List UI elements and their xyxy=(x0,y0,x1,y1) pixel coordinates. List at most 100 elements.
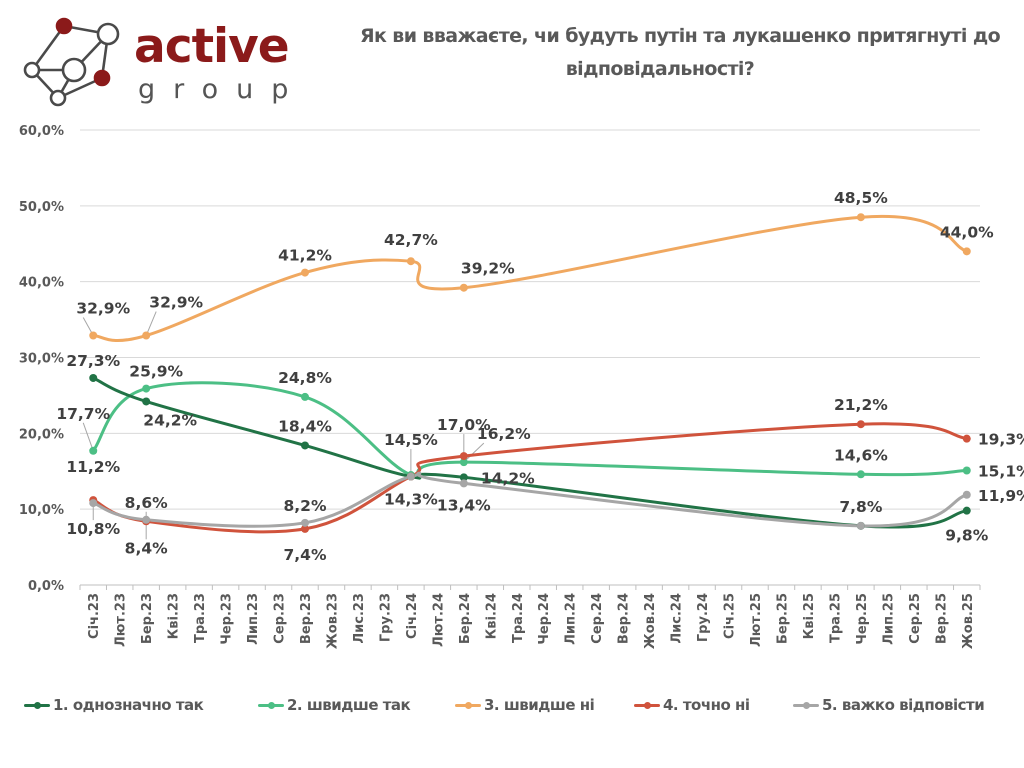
data-point-series-3 xyxy=(962,247,971,256)
data-label-series-3: 32,9% xyxy=(149,294,203,312)
legend-label-series-3: 3. швидше ні xyxy=(484,696,595,714)
data-label-series-4: 21,2% xyxy=(834,396,888,414)
x-tick-label: Бер.24 xyxy=(458,593,473,644)
data-labels: 27,3% 24,2% 18,4% 14,3% 14,2% 9,8% 17,7% 25,9% 2… xyxy=(56,189,1024,564)
data-point-series-5 xyxy=(89,499,98,508)
y-axis-ticks: 0,0% 10,0% 20,0% 30,0% 40,0% 50,0% 60,0% xyxy=(19,124,64,594)
data-point-series-2 xyxy=(856,470,865,479)
data-label-series-1: 24,2% xyxy=(143,411,197,429)
x-tick-label: Тра.23 xyxy=(193,593,208,643)
x-tick-label: Лют.23 xyxy=(114,593,129,647)
data-point-series-3 xyxy=(142,331,151,340)
series-points xyxy=(89,213,971,533)
x-tick-label: Сер.23 xyxy=(273,593,288,644)
data-point-series-5 xyxy=(962,490,971,499)
data-label-series-1: 14,2% xyxy=(481,469,535,487)
x-tick-label: Чер.25 xyxy=(855,593,870,645)
x-tick-label: Тра.25 xyxy=(828,593,843,643)
y-tick-label: 40,0% xyxy=(19,276,64,291)
x-tick-label: Вер.25 xyxy=(934,593,949,644)
legend-item-series-5[interactable]: 5. важко відповісти xyxy=(793,692,985,718)
data-label-series-5: 13,4% xyxy=(437,496,491,514)
x-tick-label: Лип.23 xyxy=(246,593,261,645)
x-tick-label: Лют.25 xyxy=(749,593,764,647)
x-tick-label: Жов.23 xyxy=(325,593,340,649)
data-point-series-1 xyxy=(962,506,971,515)
data-point-series-3 xyxy=(459,283,468,292)
x-tick-label: Чер.24 xyxy=(537,593,552,645)
legend-label-series-2: 2. швидше так xyxy=(287,696,411,714)
y-tick-label: 30,0% xyxy=(19,352,64,367)
x-tick-label: Кві.25 xyxy=(802,593,817,639)
network-icon xyxy=(23,17,120,107)
x-tick-label: Бер.23 xyxy=(140,593,155,644)
data-label-series-1: 14,3% xyxy=(384,491,438,509)
x-tick-label: Сер.24 xyxy=(590,593,605,644)
data-point-series-2 xyxy=(459,458,468,467)
data-label-series-1: 27,3% xyxy=(66,352,120,370)
data-label-series-2: 14,6% xyxy=(834,446,888,464)
data-point-series-5 xyxy=(142,515,151,524)
legend-label-series-5: 5. важко відповісти xyxy=(822,696,985,714)
legend: 1. однозначно так 2. швидше так 3. швидш… xyxy=(0,692,1024,718)
data-label-series-2: 15,1% xyxy=(978,462,1024,480)
data-label-series-2: 24,8% xyxy=(278,369,332,387)
data-point-series-5 xyxy=(406,472,415,481)
data-label-series-1: 18,4% xyxy=(278,417,332,435)
legend-marker-series-1 xyxy=(24,701,50,709)
data-point-series-2 xyxy=(89,446,98,455)
x-tick-label: Січ.23 xyxy=(87,593,102,639)
legend-item-series-2[interactable]: 2. швидше так xyxy=(258,692,411,718)
data-point-series-4 xyxy=(962,434,971,443)
data-point-series-3 xyxy=(856,213,865,222)
data-label-series-2: 25,9% xyxy=(129,363,183,381)
data-point-series-1 xyxy=(142,397,151,406)
label-leader-line xyxy=(145,311,157,336)
data-point-series-4 xyxy=(301,524,309,533)
x-tick-label: Чер.23 xyxy=(220,593,235,645)
data-label-series-5: 10,8% xyxy=(66,520,120,538)
x-tick-label: Лют.24 xyxy=(431,593,446,647)
legend-marker-series-4 xyxy=(634,701,660,709)
chart-title-line-2: відповідальності? xyxy=(565,58,755,80)
data-point-series-2 xyxy=(142,384,151,393)
y-tick-label: 60,0% xyxy=(19,124,64,139)
x-tick-label: Бер.25 xyxy=(775,593,790,644)
y-tick-label: 20,0% xyxy=(19,427,64,442)
data-label-series-3: 41,2% xyxy=(278,247,332,265)
x-axis: Січ.23 Лют.23 Бер.23 Кві.23 Тра.23 Чер.23 Лип.… xyxy=(79,584,981,649)
x-tick-label: Кві.24 xyxy=(484,593,499,639)
data-point-series-1 xyxy=(89,373,98,382)
chart-title: Як ви вважаєте, чи будуть путін та лукаш… xyxy=(300,20,1024,86)
data-label-series-3: 32,9% xyxy=(76,300,130,318)
legend-item-series-4[interactable]: 4. точно ні xyxy=(634,692,750,718)
legend-item-series-1[interactable]: 1. однозначно так xyxy=(24,692,204,718)
x-tick-label: Жов.24 xyxy=(643,593,658,649)
x-tick-label: Січ.25 xyxy=(723,593,738,639)
brand-name-top: active xyxy=(134,19,289,74)
x-tick-label: Жов.25 xyxy=(961,593,976,649)
data-label-series-4: 8,4% xyxy=(125,539,168,557)
x-tick-label: Лис.24 xyxy=(670,593,685,644)
data-point-series-4 xyxy=(856,420,865,429)
data-point-series-1 xyxy=(459,473,468,482)
data-label-series-4: 7,4% xyxy=(284,546,327,564)
legend-label-series-4: 4. точно ні xyxy=(663,696,750,714)
data-point-series-3 xyxy=(406,257,415,266)
x-tick-label: Лис.23 xyxy=(352,593,367,644)
data-label-series-2: 16,2% xyxy=(477,425,531,443)
data-label-series-5: 7,8% xyxy=(839,498,882,516)
data-label-series-5: 11,9% xyxy=(978,487,1024,505)
legend-item-series-3[interactable]: 3. швидше ні xyxy=(455,692,595,718)
x-tick-label: Січ.24 xyxy=(405,593,420,639)
data-label-series-4: 19,3% xyxy=(978,431,1024,449)
data-label-series-2: 14,5% xyxy=(384,431,438,449)
data-label-series-3: 39,2% xyxy=(461,260,515,278)
gridlines xyxy=(80,129,980,510)
x-tick-label: Лип.24 xyxy=(564,593,579,645)
brand-name-bottom: group xyxy=(138,74,306,105)
series-line-3 xyxy=(91,214,969,342)
x-tick-label: Вер.23 xyxy=(299,593,314,644)
y-tick-label: 10,0% xyxy=(19,503,64,518)
